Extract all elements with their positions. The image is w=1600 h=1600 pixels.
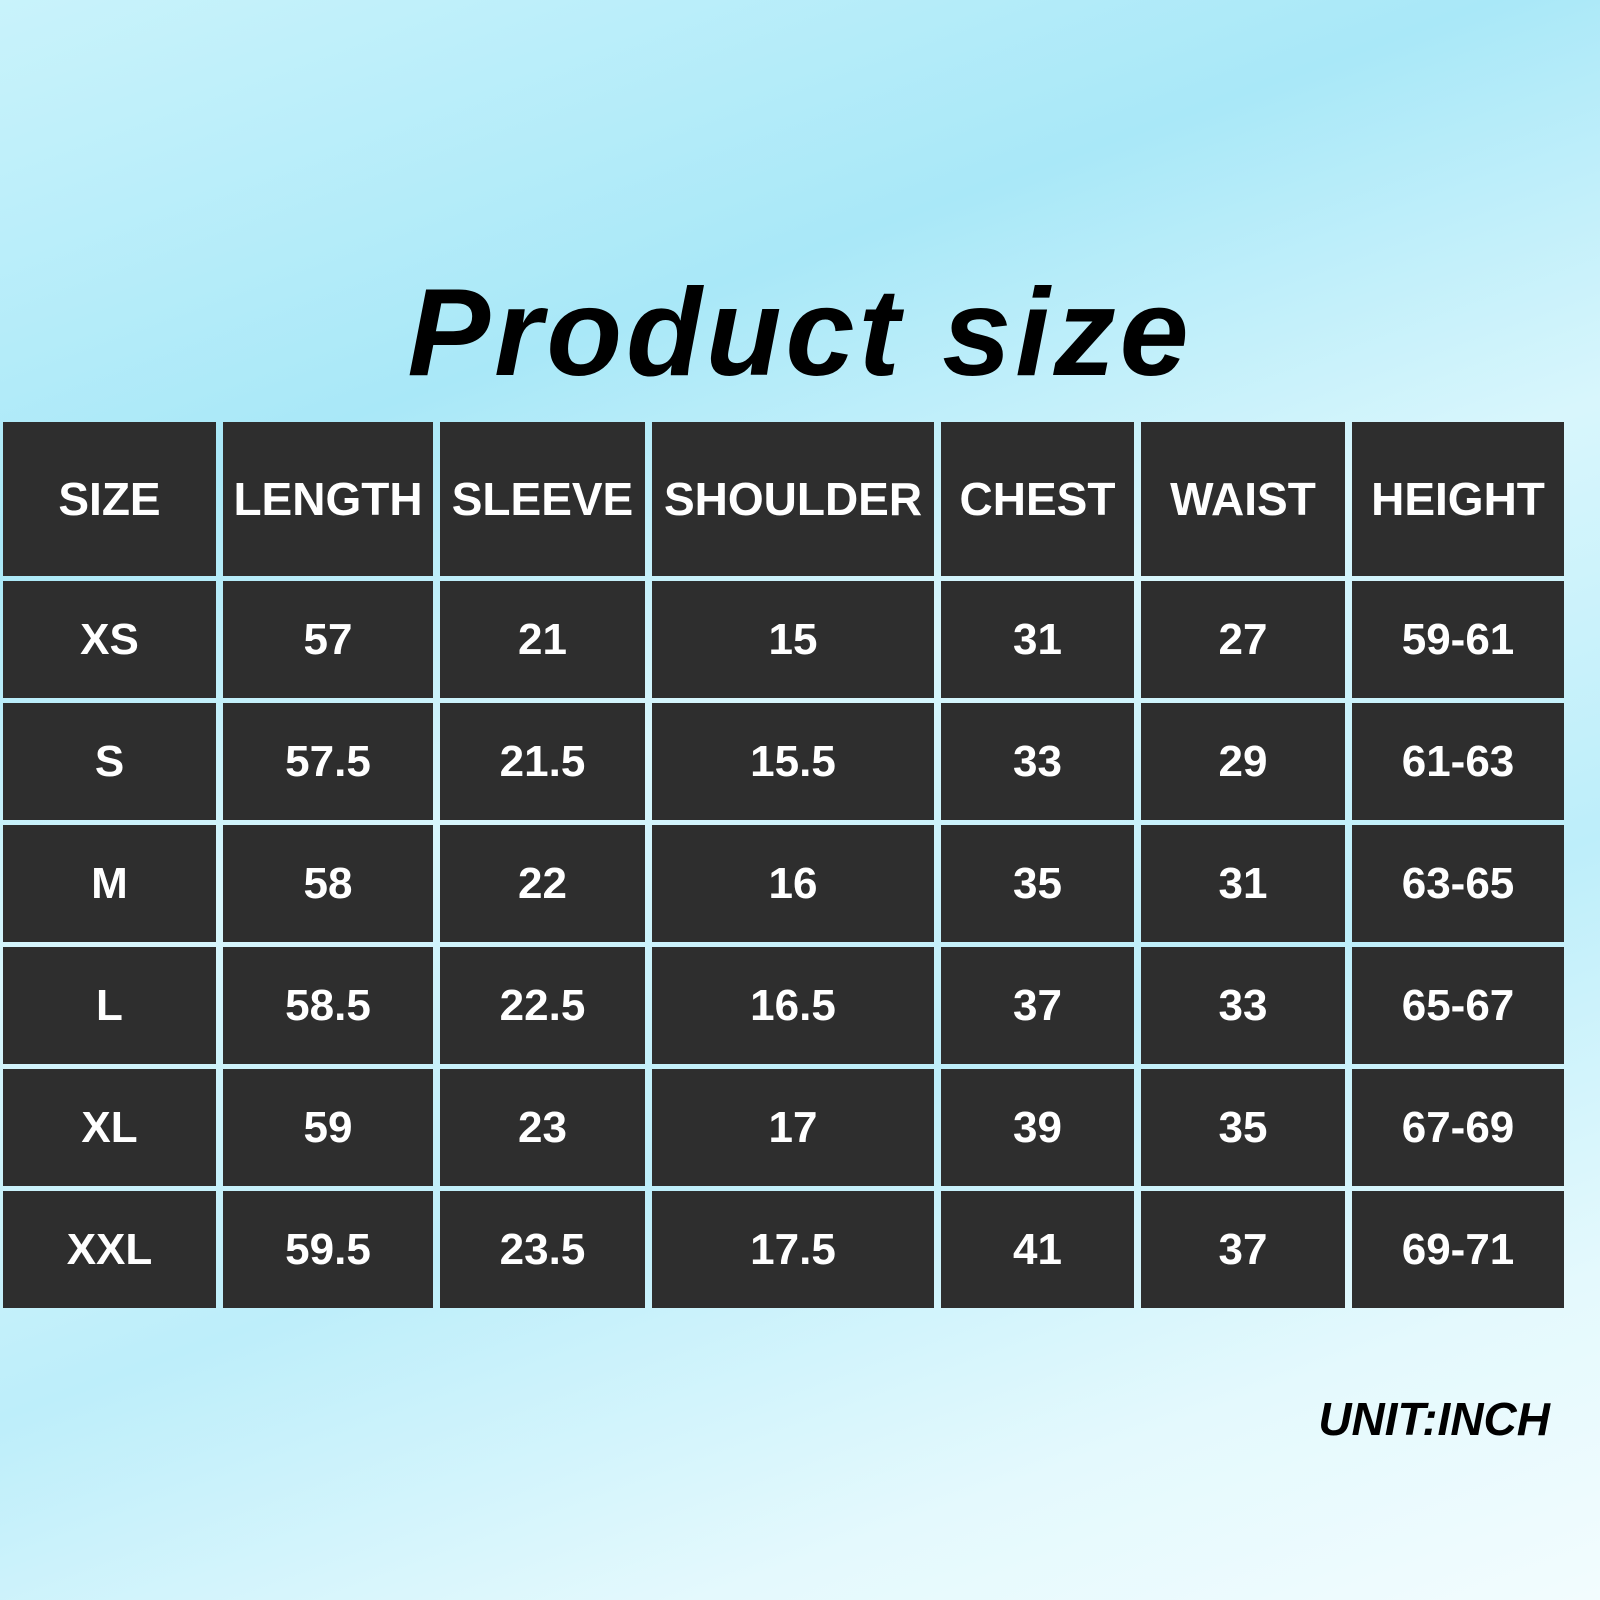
table-cell: 16 (652, 825, 934, 942)
size-label-cell: S (3, 703, 216, 820)
table-cell: 67-69 (1352, 1069, 1564, 1186)
table-cell: 57.5 (223, 703, 433, 820)
table-cell: 31 (941, 581, 1134, 698)
size-label-cell: L (3, 947, 216, 1064)
column-header: LENGTH (223, 422, 433, 576)
table-cell: 21 (440, 581, 645, 698)
table-cell: 37 (941, 947, 1134, 1064)
table-cell: 17 (652, 1069, 934, 1186)
column-header: HEIGHT (1352, 422, 1564, 576)
unit-label: UNIT:INCH (1318, 1393, 1550, 1445)
table-cell: 23 (440, 1069, 645, 1186)
table-cell: 65-67 (1352, 947, 1564, 1064)
table-cell: 22.5 (440, 947, 645, 1064)
table-cell: 69-71 (1352, 1191, 1564, 1308)
table-cell: 58 (223, 825, 433, 942)
size-label-cell: XXL (3, 1191, 216, 1308)
table-cell: 23.5 (440, 1191, 645, 1308)
table-cell: 37 (1141, 1191, 1345, 1308)
table-cell: 17.5 (652, 1191, 934, 1308)
table-cell: 22 (440, 825, 645, 942)
table-cell: 58.5 (223, 947, 433, 1064)
table-cell: 63-65 (1352, 825, 1564, 942)
column-header: SHOULDER (652, 422, 934, 576)
column-header: SLEEVE (440, 422, 645, 576)
table-cell: 15.5 (652, 703, 934, 820)
table-cell: 57 (223, 581, 433, 698)
table-cell: 31 (1141, 825, 1345, 942)
table-cell: 33 (1141, 947, 1345, 1064)
table-cell: 29 (1141, 703, 1345, 820)
page-title: Product size (407, 264, 1193, 402)
table-cell: 21.5 (440, 703, 645, 820)
table-cell: 59 (223, 1069, 433, 1186)
table-cell: 16.5 (652, 947, 934, 1064)
table-cell: 33 (941, 703, 1134, 820)
size-table: SIZE LENGTH SLEEVE SHOULDER CHEST WAIST HEIGHT… (3, 422, 1565, 1310)
table-cell: 35 (941, 825, 1134, 942)
column-header: CHEST (941, 422, 1134, 576)
table-cell: 27 (1141, 581, 1345, 698)
table-cell: 15 (652, 581, 934, 698)
size-label-cell: M (3, 825, 216, 942)
size-label-cell: XL (3, 1069, 216, 1186)
table-cell: 59.5 (223, 1191, 433, 1308)
column-header: WAIST (1141, 422, 1345, 576)
column-header: SIZE (3, 422, 216, 576)
table-cell: 35 (1141, 1069, 1345, 1186)
table-cell: 61-63 (1352, 703, 1564, 820)
table-cell: 59-61 (1352, 581, 1564, 698)
size-label-cell: XS (3, 581, 216, 698)
table-cell: 41 (941, 1191, 1134, 1308)
table-cell: 39 (941, 1069, 1134, 1186)
